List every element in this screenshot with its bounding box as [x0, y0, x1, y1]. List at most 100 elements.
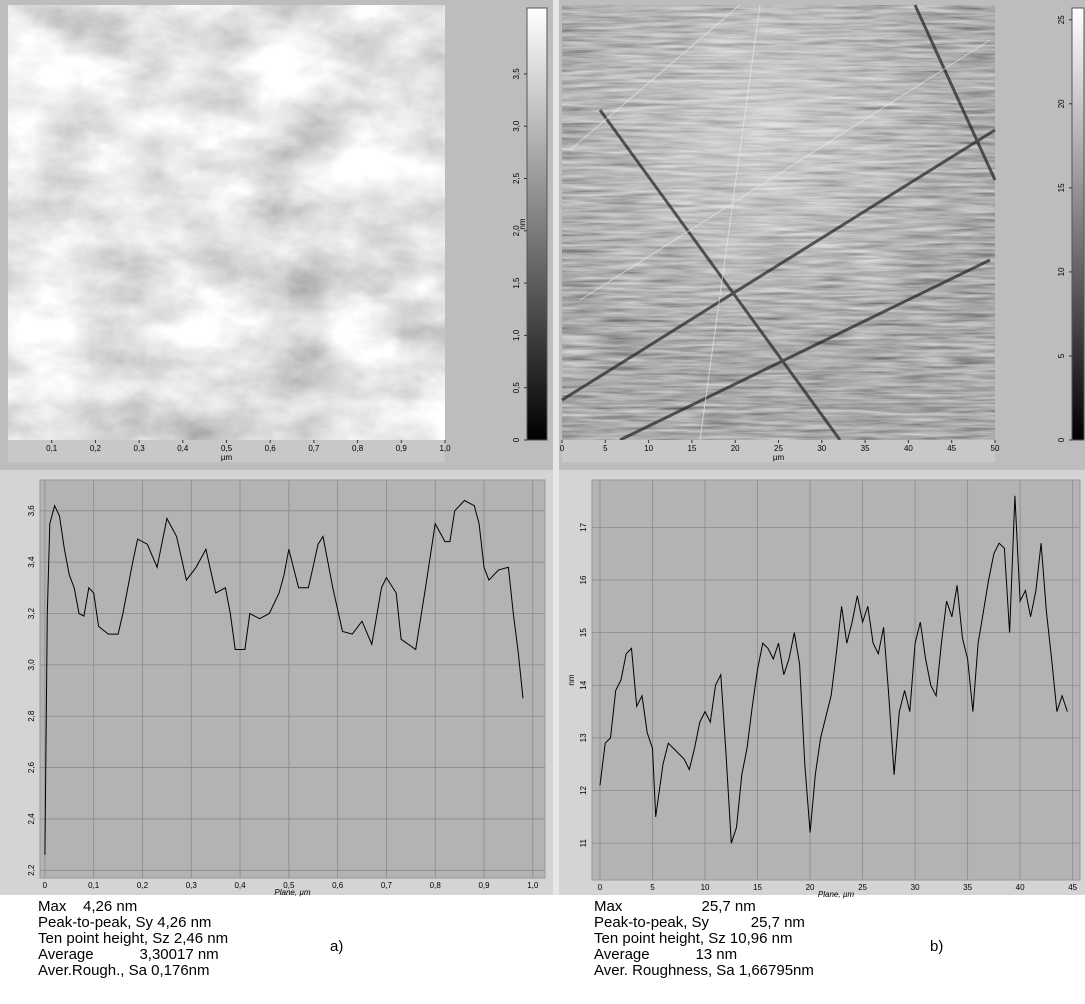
stat-line: Peak-to-peak, Sy 4,26 nm: [38, 914, 211, 931]
stat-line: Max 4,26 nm: [38, 898, 137, 915]
x-tick-label: 0,7: [381, 881, 393, 890]
colorbar-tick-label: 0: [512, 437, 521, 442]
divider: [553, 0, 559, 895]
colorbar-tick-label: 2,0: [512, 225, 521, 237]
y-tick-label: 2,6: [27, 761, 36, 773]
x-tick-label: 0,2: [90, 444, 102, 453]
x-tick-label: 5: [650, 883, 655, 892]
y-tick-label: 14: [579, 680, 588, 689]
afm-image-b-glow: [562, 5, 995, 440]
x-tick-label: 0,5: [283, 881, 295, 890]
colorbar-tick-label: 0,5: [512, 382, 521, 394]
y-tick-label: 2,4: [27, 813, 36, 825]
x-tick-label: 50: [991, 444, 1000, 453]
x-tick-label: 0: [560, 444, 565, 453]
x-tick-label: 35: [861, 444, 870, 453]
x-tick-label: 0,8: [430, 881, 442, 890]
x-axis-label: µm: [773, 453, 785, 462]
x-tick-label: 15: [753, 883, 762, 892]
x-tick-label: 0,5: [221, 444, 233, 453]
x-tick-label: 10: [701, 883, 710, 892]
y-tick-label: 17: [579, 522, 588, 531]
x-tick-label: 30: [911, 883, 920, 892]
x-tick-label: 1,0: [527, 881, 539, 890]
y-tick-label: 12: [579, 786, 588, 795]
x-tick-label: 0: [43, 881, 48, 890]
x-tick-label: 0,1: [88, 881, 100, 890]
stat-line: Average 13 nm: [594, 946, 737, 963]
y-tick-label: 2,2: [27, 864, 36, 876]
x-tick-label: 25: [858, 883, 867, 892]
colorbar-tick-label: 3,0: [512, 120, 521, 132]
x-tick-label: 45: [1068, 883, 1077, 892]
scratches: [561, 4, 997, 442]
y-axis-label: nm: [567, 674, 576, 685]
x-tick-label: 0,8: [352, 444, 364, 453]
x-tick-label: 0,7: [308, 444, 320, 453]
colorbar-tick-label: 0: [1057, 437, 1066, 442]
x-tick-label: 0,1: [46, 444, 58, 453]
colorbar-tick-label: 10: [1057, 267, 1066, 276]
x-tick-label: 35: [963, 883, 972, 892]
y-tick-label: 13: [579, 733, 588, 742]
colorbar-tick-label: 3,5: [512, 68, 521, 80]
x-axis-bar-a: [8, 440, 445, 462]
x-tick-label: 0,4: [234, 881, 246, 890]
panel-label: b): [930, 938, 943, 955]
x-tick-label: 45: [947, 444, 956, 453]
panel-label: a): [330, 938, 343, 955]
profile-line: [599, 495, 1068, 844]
plot-area: [591, 479, 1081, 881]
stat-line: Aver. Roughness, Sa 1,66795nm: [594, 962, 814, 979]
x-axis-label: Plane, µm: [818, 890, 855, 899]
x-tick-label: 0,6: [265, 444, 277, 453]
x-tick-label: 10: [644, 444, 653, 453]
x-tick-label: 15: [687, 444, 696, 453]
x-tick-label: 0,6: [332, 881, 344, 890]
plot-area: [39, 479, 546, 879]
x-tick-label: 25: [774, 444, 783, 453]
x-tick-label: 0: [598, 883, 603, 892]
x-tick-label: 0,9: [478, 881, 490, 890]
colorbar-label: nm: [518, 218, 527, 229]
y-tick-label: 3,2: [27, 607, 36, 619]
x-axis-bar-b: [562, 440, 995, 462]
x-tick-label: 30: [817, 444, 826, 453]
colorbar-tick-label: 20: [1057, 99, 1066, 108]
x-tick-label: 0,2: [137, 881, 149, 890]
colorbar-tick-label: 5: [1057, 353, 1066, 358]
x-tick-label: 5: [603, 444, 608, 453]
colorbar-tick-label: 2,5: [512, 172, 521, 184]
stat-line: Ten point height, Sz 10,96 nm: [594, 930, 792, 947]
stat-line: Aver.Rough., Sa 0,176nm: [38, 962, 210, 979]
x-tick-label: 40: [1016, 883, 1025, 892]
stat-line: Peak-to-peak, Sy 25,7 nm: [594, 914, 805, 931]
x-axis-label: Plane, µm: [274, 888, 311, 897]
y-tick-label: 3,6: [27, 505, 36, 517]
y-tick-label: 2,8: [27, 710, 36, 722]
colorbar-tick-label: 1,0: [512, 329, 521, 341]
stat-line: Max 25,7 nm: [594, 898, 756, 915]
colorbar: [526, 7, 548, 441]
x-tick-label: 20: [731, 444, 740, 453]
colorbar-tick-label: 15: [1057, 183, 1066, 192]
profile-line: [44, 499, 524, 855]
x-tick-label: 0,4: [177, 444, 189, 453]
x-tick-label: 1,0: [439, 444, 451, 453]
colorbar: [1071, 7, 1085, 441]
stat-line: Average 3,30017 nm: [38, 946, 219, 963]
x-tick-label: 0,3: [134, 444, 146, 453]
y-tick-label: 3,0: [27, 659, 36, 671]
y-tick-label: 11: [579, 838, 588, 847]
x-tick-label: 0,9: [396, 444, 408, 453]
stats-bg: [0, 895, 1085, 1004]
afm-image-a: [8, 5, 445, 440]
y-tick-label: 3,4: [27, 556, 36, 568]
scratches-light: [569, 4, 991, 441]
y-tick-label: 16: [579, 575, 588, 584]
x-axis-label: µm: [221, 453, 233, 462]
stat-line: Ten point height, Sz 2,46 nm: [38, 930, 228, 947]
colorbar-tick-label: 25: [1057, 15, 1066, 24]
y-tick-label: 15: [579, 628, 588, 637]
